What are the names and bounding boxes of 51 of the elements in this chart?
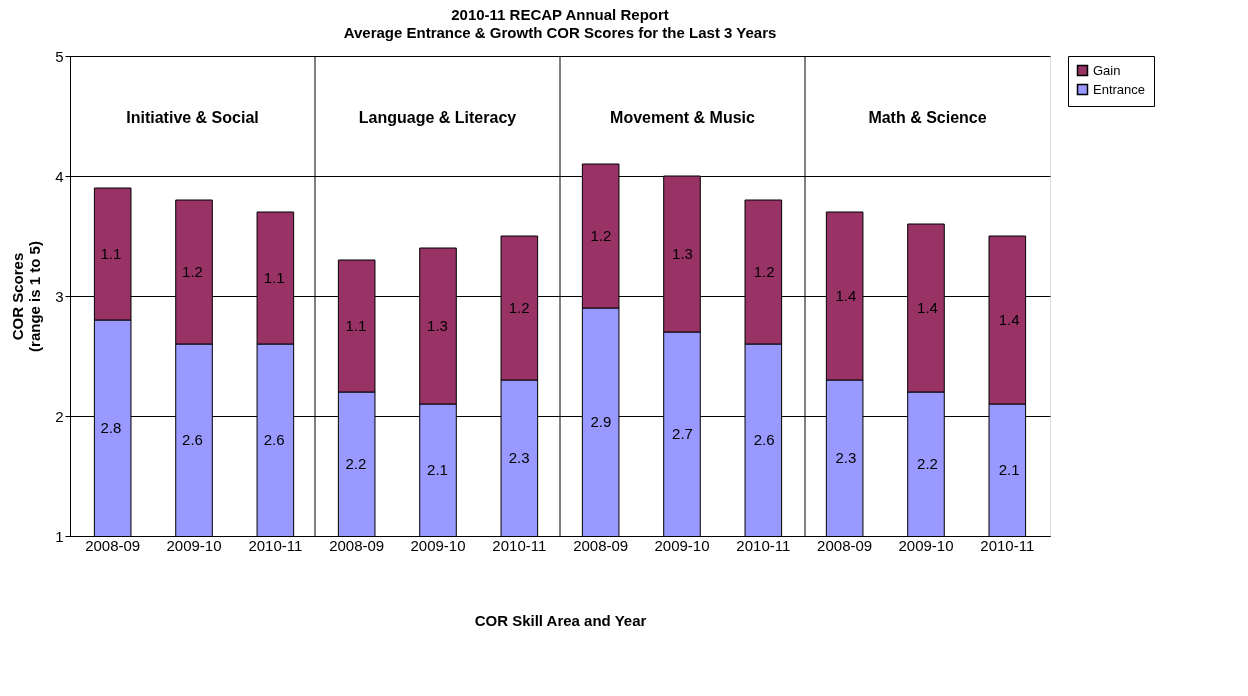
- data-label: 2.1: [427, 461, 448, 478]
- annotation: Movement & Music: [610, 109, 756, 127]
- data-label: 2.6: [182, 431, 203, 448]
- data-label: 2.3: [835, 449, 857, 466]
- x-tick-label: 2009-10: [654, 536, 710, 554]
- x-tick-label: 2009-10: [166, 536, 222, 554]
- x-tick-label: 2009-10: [410, 536, 466, 554]
- data-label: 1.2: [590, 227, 612, 244]
- data-label: 1.2: [182, 263, 203, 280]
- data-label: 2.2: [345, 455, 367, 472]
- x-tick-label: 2008-09: [573, 536, 629, 554]
- data-label: 2.2: [917, 455, 938, 472]
- x-tick-label: 2008-09: [817, 536, 873, 554]
- data-label: 2.6: [753, 431, 775, 448]
- x-tick-label: 2008-09: [85, 536, 141, 554]
- legend-label: Gain: [1093, 62, 1121, 78]
- legend-label: Entrance: [1093, 81, 1146, 97]
- annotation: Initiative & Social: [126, 109, 259, 127]
- data-label: 1.4: [917, 299, 938, 316]
- data-label: 1.4: [998, 311, 1020, 328]
- data-label: 2.6: [263, 431, 285, 448]
- y-axis-title: COR Scores (range is 1 to 5): [9, 241, 44, 352]
- data-label: 1.3: [672, 245, 693, 262]
- data-label: 1.2: [753, 263, 775, 280]
- x-tick-label: 2008-09: [329, 536, 385, 554]
- x-axis-title: COR Skill Area and Year: [474, 611, 647, 629]
- data-label: 2.7: [672, 425, 693, 442]
- data-label: 2.1: [998, 461, 1020, 478]
- data-label: 2.8: [100, 419, 122, 436]
- y-tick-label: 3: [55, 287, 64, 305]
- y-tick-label: 1: [55, 527, 64, 545]
- data-label: 1.1: [345, 317, 367, 334]
- x-tick-label: 2010-11: [492, 536, 547, 554]
- x-tick-label: 2010-11: [248, 536, 303, 554]
- y-tick-label: 5: [55, 47, 64, 65]
- data-label: 1.1: [263, 269, 285, 286]
- data-label: 2.3: [508, 449, 530, 466]
- x-tick-label: 2009-10: [898, 536, 954, 554]
- x-tick-label: 2010-11: [736, 536, 791, 554]
- y-tick-label: 2: [55, 407, 64, 425]
- x-tick-label: 2010-11: [980, 536, 1035, 554]
- data-label: 2.9: [590, 413, 612, 430]
- data-label: 1.4: [835, 287, 857, 304]
- chart-title: 2010-11 RECAP Annual Report: [451, 6, 669, 23]
- y-tick-label: 4: [55, 167, 64, 185]
- annotation: Math & Science: [868, 109, 987, 127]
- data-label: 1.2: [508, 299, 530, 316]
- data-label: 1.1: [100, 245, 122, 262]
- chart-subtitle: Average Entrance & Growth COR Scores for the Last 3 Years: [343, 24, 777, 41]
- data-label: 1.3: [427, 317, 448, 334]
- annotation: Language & Literacy: [358, 109, 517, 127]
